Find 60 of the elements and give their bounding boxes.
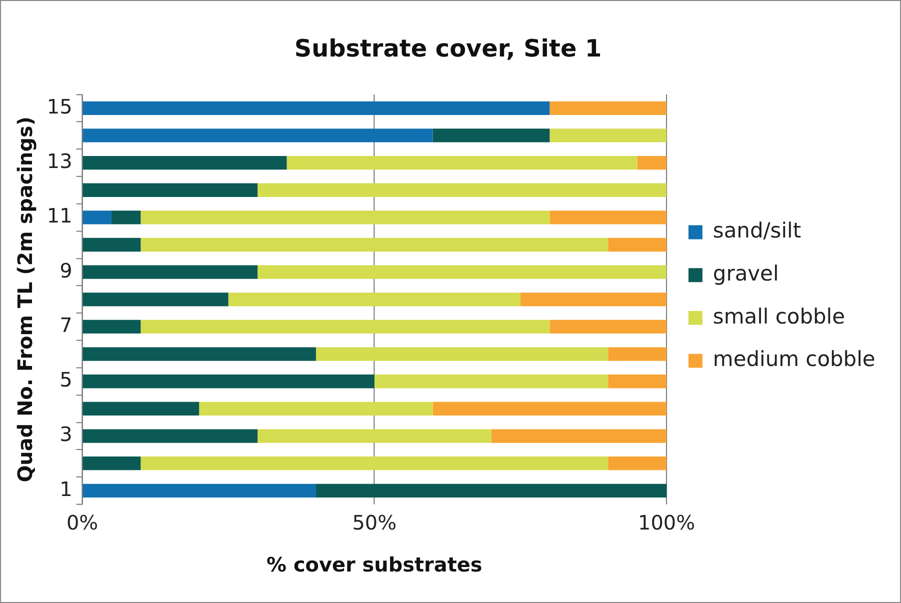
- bar: [608, 456, 667, 470]
- bar: [608, 374, 667, 388]
- bar: [82, 183, 258, 197]
- bar: [82, 320, 141, 334]
- bar: [286, 156, 638, 170]
- bar: [432, 402, 667, 416]
- bar: [140, 210, 550, 224]
- y-tick-label: 5: [60, 368, 72, 392]
- y-tick-label: 13: [46, 148, 72, 173]
- bar: [140, 320, 550, 334]
- y-tick-label: 15: [46, 94, 72, 118]
- y-tick-label: 3: [60, 422, 72, 446]
- bar: [550, 128, 667, 142]
- bar: [82, 429, 258, 443]
- x-tick-label: 50%: [352, 510, 397, 534]
- bar: [82, 101, 550, 115]
- bar: [82, 484, 316, 498]
- bar: [258, 429, 492, 443]
- bar: [608, 238, 667, 252]
- bar: [82, 456, 141, 470]
- legend-label: sand/silt: [712, 218, 802, 243]
- bar: [316, 347, 608, 361]
- bar: [491, 429, 667, 443]
- chart-title: Substrate cover, Site 1: [294, 34, 602, 62]
- y-tick-label: 7: [60, 312, 72, 337]
- x-axis-title: % cover substrates: [266, 552, 482, 576]
- bar: [111, 210, 141, 224]
- bar: [82, 210, 112, 224]
- bar: [82, 128, 433, 142]
- y-tick-label: 11: [46, 204, 72, 228]
- y-tick-label: 9: [60, 258, 72, 282]
- bar: [82, 265, 258, 279]
- bar: [140, 456, 608, 470]
- bar: [82, 156, 287, 170]
- bar: [82, 374, 374, 388]
- legend-label: small cobble: [712, 304, 846, 328]
- bar: [520, 292, 667, 306]
- bar: [550, 101, 667, 115]
- bar: [258, 183, 667, 197]
- bar: [637, 156, 667, 170]
- y-axis-title: Quad No. From TL (2m spacings): [13, 116, 38, 482]
- bar: [550, 210, 667, 224]
- x-tick-label: 100%: [638, 510, 696, 534]
- bar: [550, 320, 667, 334]
- bar: [316, 484, 667, 498]
- bar: [82, 402, 200, 416]
- bar: [82, 347, 316, 361]
- y-tick-label: 1: [60, 476, 72, 501]
- bar: [374, 374, 608, 388]
- bar: [608, 347, 667, 361]
- bar: [82, 238, 141, 252]
- bar: [82, 292, 228, 306]
- bar: [258, 265, 667, 279]
- legend-label: gravel: [712, 262, 779, 286]
- legend-label: medium cobble: [712, 347, 876, 372]
- x-tick-label: 0%: [66, 510, 98, 534]
- bar: [140, 238, 608, 252]
- bar: [432, 128, 550, 142]
- bar: [228, 292, 520, 306]
- bar: [199, 402, 433, 416]
